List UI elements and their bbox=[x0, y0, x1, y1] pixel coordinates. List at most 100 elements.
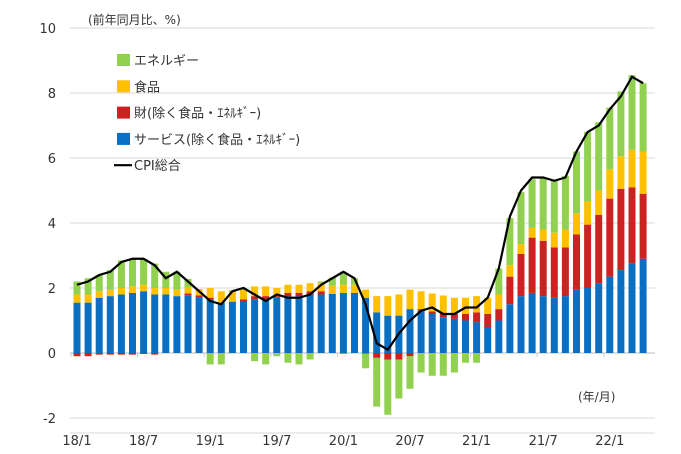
bar-services bbox=[450, 318, 458, 353]
y-tick-label: 2 bbox=[48, 282, 56, 297]
bar-energy bbox=[262, 353, 270, 365]
bar-goods bbox=[384, 353, 392, 360]
bar-services bbox=[284, 296, 292, 353]
bar-food bbox=[284, 284, 292, 293]
y-tick-label: 4 bbox=[48, 217, 56, 232]
bar-energy bbox=[528, 179, 536, 228]
bar-food bbox=[595, 190, 603, 215]
bar-goods bbox=[195, 295, 203, 298]
legend-label: CPI総合 bbox=[134, 159, 181, 174]
bar-food bbox=[573, 213, 580, 235]
bar-energy bbox=[628, 75, 636, 150]
bar-food bbox=[406, 289, 414, 310]
bar-services bbox=[151, 294, 159, 353]
bar-food bbox=[584, 201, 592, 225]
bar-energy bbox=[506, 218, 514, 266]
bar-goods bbox=[362, 353, 370, 354]
bar-energy bbox=[217, 353, 225, 365]
bar-services bbox=[506, 304, 514, 353]
bar-food bbox=[617, 156, 625, 189]
y-tick-label: 8 bbox=[48, 87, 56, 102]
x-tick-label: 19/7 bbox=[262, 434, 291, 449]
bar-goods bbox=[550, 247, 558, 298]
bar-services bbox=[439, 317, 447, 353]
bar-food bbox=[206, 288, 214, 298]
y-tick-label: 10 bbox=[39, 22, 56, 37]
bar-goods bbox=[84, 353, 92, 357]
bar-services bbox=[339, 292, 347, 353]
bar-energy bbox=[573, 151, 580, 214]
bar-services bbox=[639, 258, 647, 353]
bar-food bbox=[561, 229, 569, 248]
bar-goods bbox=[584, 224, 592, 288]
bar-food bbox=[117, 288, 125, 295]
bar-services bbox=[573, 289, 580, 353]
bar-energy bbox=[84, 278, 92, 295]
bar-food bbox=[162, 288, 170, 295]
bar-food bbox=[528, 227, 536, 238]
bar-services bbox=[306, 294, 314, 353]
bar-food bbox=[217, 291, 225, 303]
bar-food bbox=[628, 149, 636, 188]
bar-food bbox=[306, 283, 314, 292]
bar-goods bbox=[495, 309, 503, 321]
bar-services bbox=[117, 294, 125, 353]
x-tick-label: 18/7 bbox=[129, 434, 158, 449]
bar-energy bbox=[351, 278, 358, 285]
bar-energy bbox=[129, 258, 136, 287]
bar-food bbox=[373, 296, 381, 313]
x-axis-label: (年/月) bbox=[578, 390, 615, 404]
bar-services bbox=[206, 299, 214, 353]
bar-food bbox=[606, 169, 614, 199]
bar-food bbox=[417, 291, 425, 310]
bar-goods bbox=[428, 311, 436, 314]
bar-goods bbox=[184, 293, 192, 296]
bar-food bbox=[173, 289, 181, 297]
bar-energy bbox=[550, 180, 558, 233]
legend-swatch-energy bbox=[117, 54, 130, 66]
bar-food bbox=[295, 284, 303, 293]
bar-services bbox=[129, 292, 136, 353]
bar-services bbox=[362, 297, 370, 353]
bar-energy bbox=[106, 270, 114, 290]
bar-energy bbox=[206, 353, 214, 365]
bar-goods bbox=[240, 299, 247, 301]
bar-food bbox=[473, 296, 481, 313]
x-tick-label: 22/1 bbox=[595, 434, 624, 449]
bar-goods bbox=[251, 296, 259, 300]
bar-food bbox=[106, 289, 114, 297]
bar-food bbox=[439, 295, 447, 314]
bar-services bbox=[517, 296, 525, 353]
bar-energy bbox=[539, 177, 547, 230]
bar-food bbox=[328, 285, 336, 294]
bar-services bbox=[295, 296, 303, 353]
bar-energy bbox=[439, 353, 447, 376]
cpi-line bbox=[76, 75, 644, 352]
bar-goods bbox=[473, 312, 481, 323]
bar-food bbox=[384, 296, 392, 316]
bar-food bbox=[228, 291, 236, 302]
x-tick-label: 21/1 bbox=[462, 434, 491, 449]
bar-energy bbox=[151, 263, 159, 288]
bar-goods bbox=[561, 247, 569, 297]
legend-label: エネルギー bbox=[134, 54, 199, 69]
bar-services bbox=[162, 294, 170, 353]
bar-goods bbox=[628, 187, 636, 264]
bar-services bbox=[417, 310, 425, 353]
bar-food bbox=[129, 286, 136, 293]
bar-services bbox=[628, 263, 636, 353]
bar-goods bbox=[106, 353, 114, 355]
bar-goods bbox=[273, 296, 281, 298]
bar-food bbox=[450, 297, 458, 314]
y-tick-label: 0 bbox=[48, 347, 56, 362]
bar-energy bbox=[406, 356, 414, 389]
bar-services bbox=[217, 302, 225, 353]
bar-energy bbox=[395, 359, 403, 399]
bar-services bbox=[561, 296, 569, 353]
bar-goods bbox=[539, 240, 547, 297]
bar-energy bbox=[595, 122, 603, 191]
bar-services bbox=[462, 320, 469, 353]
bar-food bbox=[484, 297, 492, 314]
bar-services bbox=[617, 270, 625, 353]
